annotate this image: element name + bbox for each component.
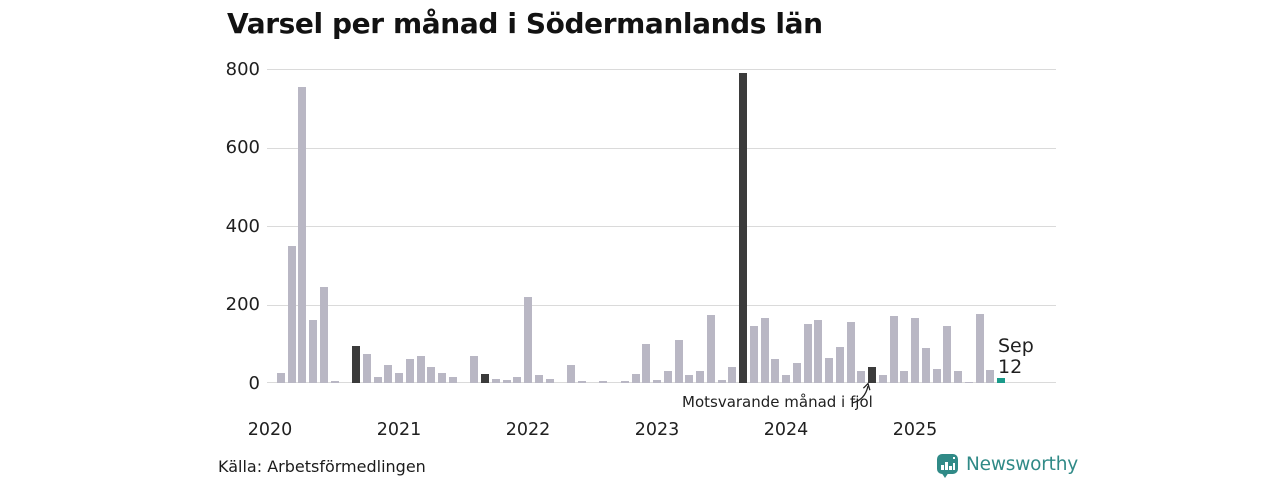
bar-2024-02 — [792, 363, 801, 383]
bar-2025-01 — [911, 318, 919, 383]
bar-2023-09 — [739, 73, 747, 383]
bar-2020-09 — [352, 346, 360, 383]
bar-2025-04 — [943, 326, 952, 383]
bar-2022-02 — [534, 375, 543, 383]
x-tick-label-2025: 2025 — [892, 420, 938, 440]
x-tick-label-2023: 2023 — [634, 420, 680, 440]
bar-2023-02 — [663, 371, 672, 383]
bar-2021-01 — [395, 373, 403, 383]
bar-2024-08 — [857, 371, 866, 383]
x-tick-label-2021: 2021 — [376, 420, 422, 440]
y-tick-label-200: 200 — [225, 294, 260, 315]
bar-2024-07 — [846, 322, 855, 383]
bar-2022-06 — [577, 381, 586, 383]
bar-2020-02 — [276, 373, 285, 383]
bubble-tail — [941, 472, 949, 478]
bar-2024-12 — [900, 371, 909, 383]
plot-area — [267, 69, 1056, 383]
current-month-name: Sep — [998, 335, 1034, 357]
source-caption: Källa: Arbetsförmedlingen — [218, 457, 426, 476]
icon-bar — [945, 462, 948, 470]
current-month-value: 12 — [998, 356, 1023, 378]
icon-bar — [949, 466, 952, 470]
bar-2025-02 — [921, 348, 930, 383]
bar-2024-10 — [878, 375, 887, 383]
bar-2020-04 — [298, 87, 307, 383]
x-tick-label-2022: 2022 — [505, 420, 551, 440]
bar-2021-10 — [491, 379, 500, 383]
current-month-label: Sep 12 — [998, 336, 1034, 378]
gridline-600 — [267, 148, 1056, 149]
bar-2023-12 — [771, 359, 780, 383]
bar-2022-12 — [642, 344, 651, 383]
y-tick-label-400: 400 — [225, 215, 260, 237]
bar-2024-03 — [803, 324, 812, 383]
bar-2021-11 — [502, 380, 511, 383]
bar-2020-11 — [373, 377, 382, 383]
bar-2022-05 — [567, 365, 575, 383]
bar-2024-04 — [814, 320, 823, 383]
bar-2023-06 — [706, 315, 715, 383]
x-tick-label-2020: 2020 — [247, 420, 293, 440]
bar-2021-02 — [405, 359, 414, 383]
bar-2022-08 — [599, 381, 608, 383]
bar-2020-10 — [362, 354, 371, 383]
bar-2025-07 — [975, 314, 984, 383]
bar-2023-08 — [728, 367, 737, 383]
gridline-800 — [267, 69, 1056, 70]
bar-2025-03 — [932, 369, 941, 383]
bar-2023-07 — [717, 380, 726, 383]
bar-2020-03 — [287, 246, 296, 383]
bar-2023-11 — [760, 318, 769, 383]
annotation-label: Motsvarande månad i fjol — [682, 393, 873, 411]
bar-2022-11 — [631, 374, 640, 383]
bar-2024-06 — [835, 347, 844, 383]
gridline-200 — [267, 305, 1056, 306]
bar-2020-07 — [330, 381, 339, 383]
bar-2021-09 — [481, 374, 489, 383]
gridline-400 — [267, 226, 1056, 227]
x-tick-label-2024: 2024 — [763, 420, 809, 440]
bar-2023-01 — [653, 380, 661, 383]
bar-2023-03 — [674, 340, 683, 383]
bar-2021-05 — [438, 373, 446, 383]
bar-2023-04 — [685, 375, 694, 383]
bar-2020-12 — [384, 365, 393, 383]
brand-name: Newsworthy — [966, 454, 1078, 475]
bar-2021-06 — [448, 377, 457, 383]
bar-2025-06 — [964, 382, 973, 383]
bar-2022-03 — [545, 379, 554, 383]
bar-2021-03 — [416, 356, 425, 383]
bar-2020-06 — [319, 287, 328, 383]
gridline-0 — [267, 382, 1056, 383]
bar-2022-01 — [524, 297, 532, 383]
annotation-arrow-icon — [851, 382, 871, 404]
bar-2021-08 — [470, 356, 479, 383]
bar-2021-12 — [513, 377, 522, 383]
bar-2025-09 — [997, 378, 1005, 383]
bar-2024-05 — [825, 358, 833, 383]
bar-2024-01 — [782, 375, 790, 383]
bar-2024-09 — [868, 367, 876, 383]
bar-2021-04 — [427, 367, 436, 383]
bar-2025-05 — [954, 371, 962, 383]
bar-2023-05 — [696, 371, 704, 383]
icon-bar — [941, 465, 944, 470]
bar-2023-10 — [749, 326, 758, 383]
newsworthy-bubble-chart-icon — [937, 454, 958, 478]
y-tick-label-0: 0 — [248, 372, 260, 394]
bar-2022-10 — [620, 381, 629, 383]
bar-2025-08 — [986, 370, 995, 383]
bar-2020-05 — [309, 320, 317, 383]
y-tick-label-600: 600 — [225, 137, 260, 158]
y-tick-label-800: 800 — [225, 58, 260, 80]
bar-2024-11 — [889, 316, 898, 383]
chart-title: Varsel per månad i Södermanlands län — [227, 7, 823, 40]
icon-dot — [953, 457, 955, 459]
icon-bar — [953, 463, 955, 470]
